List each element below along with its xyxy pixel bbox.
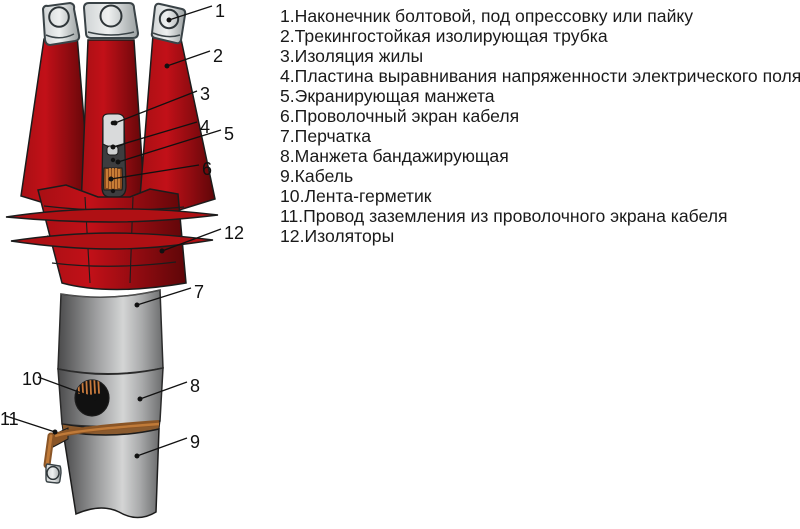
svg-text:7: 7 [194, 282, 204, 302]
svg-text:9: 9 [190, 432, 200, 452]
svg-text:12: 12 [224, 223, 244, 243]
svg-text:5: 5 [224, 124, 234, 144]
svg-text:3: 3 [200, 84, 210, 104]
svg-text:6: 6 [202, 159, 212, 179]
svg-text:2: 2 [213, 46, 223, 66]
svg-text:11: 11 [0, 409, 19, 429]
svg-text:10: 10 [22, 369, 42, 389]
svg-text:8: 8 [190, 376, 200, 396]
svg-text:1: 1 [215, 1, 225, 21]
